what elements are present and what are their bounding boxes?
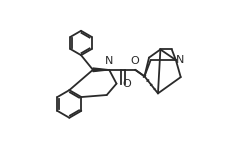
Text: N: N <box>105 56 113 66</box>
Text: N: N <box>176 55 184 65</box>
Text: O: O <box>123 79 131 89</box>
Text: O: O <box>131 56 140 66</box>
Polygon shape <box>93 68 109 72</box>
